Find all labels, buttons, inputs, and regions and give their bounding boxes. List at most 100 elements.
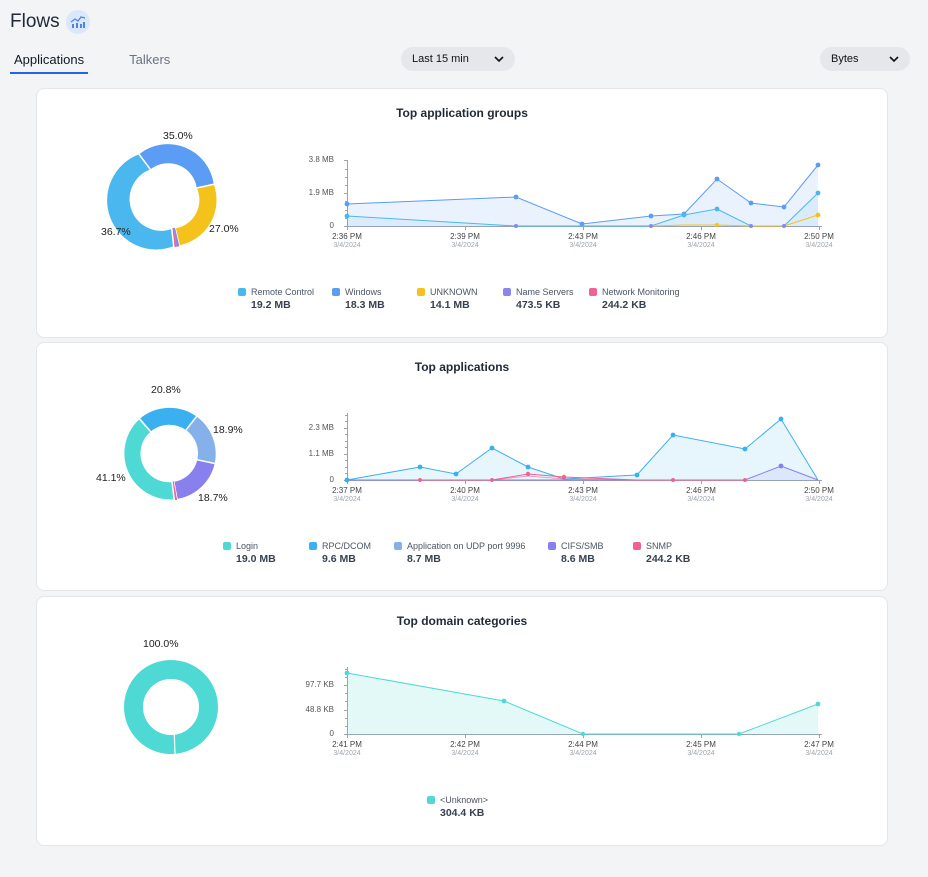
x-tick-label: 2:46 PM 3/4/2024 bbox=[671, 486, 731, 504]
application-groups-charts bbox=[105, 142, 822, 251]
legend-label: Remote Control bbox=[251, 287, 315, 297]
legend-label: SNMP bbox=[646, 541, 673, 551]
x-tick-label: 2:39 PM 3/4/2024 bbox=[435, 232, 495, 250]
chevron-down-icon bbox=[494, 56, 504, 63]
legend-item[interactable]: SNMP 244.2 KB bbox=[633, 541, 690, 565]
unit-select[interactable]: Bytes bbox=[820, 47, 910, 71]
legend-value: 9.6 MB bbox=[322, 553, 356, 565]
x-tick-date: 3/4/2024 bbox=[333, 496, 361, 503]
donut-percent-label: 36.7% bbox=[101, 226, 131, 238]
donut-percent-label: 35.0% bbox=[163, 130, 193, 142]
x-tick-time: 2:40 PM bbox=[450, 486, 480, 495]
series-windows-area bbox=[347, 165, 818, 227]
x-tick-label: 2:43 PM 3/4/2024 bbox=[553, 232, 613, 250]
x-tick-date: 3/4/2024 bbox=[805, 750, 833, 757]
y-tick-label: 48.8 KB bbox=[305, 705, 334, 714]
x-tick-label: 2:44 PM 3/4/2024 bbox=[553, 740, 613, 758]
top-application-groups-card: Top application groups bbox=[36, 88, 888, 338]
legend-swatch bbox=[548, 542, 556, 550]
x-tick-label: 2:47 PM 3/4/2024 bbox=[789, 740, 849, 758]
legend-item[interactable]: Network Monitoring 244.2 KB bbox=[589, 287, 680, 311]
legend-value: 19.0 MB bbox=[236, 553, 276, 565]
legend-item[interactable]: Remote Control 19.2 MB bbox=[238, 287, 314, 311]
legend-value: 304.4 KB bbox=[440, 807, 485, 819]
x-tick-date: 3/4/2024 bbox=[569, 496, 597, 503]
y-tick-label: 0 bbox=[329, 475, 334, 484]
x-tick-label: 2:50 PM 3/4/2024 bbox=[789, 486, 849, 504]
x-tick-date: 3/4/2024 bbox=[805, 496, 833, 503]
legend-value: 8.7 MB bbox=[407, 553, 441, 565]
y-tick-label: 3.8 MB bbox=[308, 155, 334, 164]
x-tick-time: 2:37 PM bbox=[332, 486, 362, 495]
tab-applications[interactable]: Applications bbox=[10, 50, 89, 74]
legend-item[interactable]: Login 19.0 MB bbox=[223, 541, 276, 565]
x-tick-date: 3/4/2024 bbox=[569, 750, 597, 757]
legend-swatch bbox=[238, 288, 246, 296]
y-tick-label: 0 bbox=[329, 729, 334, 738]
applications-charts bbox=[122, 406, 822, 501]
donut-percent-label: 41.1% bbox=[96, 472, 126, 484]
x-tick-time: 2:43 PM bbox=[568, 232, 598, 241]
legend-label: <Unknown> bbox=[440, 795, 489, 805]
legend-label: Network Monitoring bbox=[602, 287, 680, 297]
donut-slice-remote-control[interactable] bbox=[105, 152, 175, 251]
legend-value: 8.6 MB bbox=[561, 553, 595, 565]
donut-slice-unknown[interactable] bbox=[174, 183, 219, 247]
page-header: Flows bbox=[10, 10, 90, 34]
x-tick-time: 2:46 PM bbox=[686, 486, 716, 495]
x-tick-date: 3/4/2024 bbox=[333, 242, 361, 249]
top-domain-categories-card: Top domain categories 100.0% 97.7 KB bbox=[36, 596, 888, 846]
donut-chart bbox=[105, 142, 219, 251]
legend-swatch bbox=[309, 542, 317, 550]
legend-value: 244.2 KB bbox=[646, 553, 691, 565]
legend-value: 244.2 KB bbox=[602, 299, 647, 311]
x-tick-label: 2:40 PM 3/4/2024 bbox=[435, 486, 495, 504]
legend-item[interactable]: <Unknown> 304.4 KB bbox=[427, 795, 488, 819]
donut-slice-unknown[interactable] bbox=[124, 660, 218, 754]
legend-label: Windows bbox=[345, 287, 382, 297]
legend-label: Application on UDP port 9996 bbox=[407, 541, 526, 551]
series-small-points bbox=[418, 463, 784, 482]
donut-slice-name-servers[interactable] bbox=[173, 227, 180, 247]
x-tick-date: 3/4/2024 bbox=[451, 242, 479, 249]
x-tick-date: 3/4/2024 bbox=[451, 750, 479, 757]
legend-item[interactable]: RPC/DCOM 9.6 MB bbox=[309, 541, 371, 565]
donut-chart bbox=[122, 406, 218, 501]
page-title: Flows bbox=[10, 11, 60, 32]
time-range-select[interactable]: Last 15 min bbox=[401, 47, 515, 71]
x-tick-date: 3/4/2024 bbox=[687, 750, 715, 757]
legend-item[interactable]: CIFS/SMB 8.6 MB bbox=[548, 541, 604, 565]
top-applications-card: Top applications bbox=[36, 342, 888, 591]
card-title: Top domain categories bbox=[396, 614, 528, 628]
donut-percent-label: 100.0% bbox=[143, 638, 179, 650]
legend-item[interactable]: Windows 18.3 MB bbox=[332, 287, 385, 311]
area-chart bbox=[344, 667, 822, 738]
view-tabs: Applications Talkers bbox=[10, 50, 211, 74]
area-chart bbox=[344, 160, 822, 230]
series-rpc-dcom-points bbox=[344, 416, 784, 483]
donut-slice-login[interactable] bbox=[122, 417, 176, 501]
domain-categories-charts bbox=[124, 660, 822, 755]
x-tick-time: 2:39 PM bbox=[450, 232, 480, 241]
x-tick-date: 3/4/2024 bbox=[451, 496, 479, 503]
legend-item[interactable]: Application on UDP port 9996 8.7 MB bbox=[394, 541, 525, 565]
legend-label: CIFS/SMB bbox=[561, 541, 604, 551]
donut-percent-label: 20.8% bbox=[151, 384, 181, 396]
y-tick-label: 1.1 MB bbox=[308, 449, 334, 458]
donut-slice-windows[interactable] bbox=[137, 142, 216, 190]
legend-value: 14.1 MB bbox=[430, 299, 470, 311]
legend-item[interactable]: Name Servers 473.5 KB bbox=[503, 287, 574, 311]
tab-talkers[interactable]: Talkers bbox=[129, 52, 171, 67]
legend-swatch bbox=[589, 288, 597, 296]
legend-swatch bbox=[332, 288, 340, 296]
x-tick-date: 3/4/2024 bbox=[333, 750, 361, 757]
x-tick-label: 2:36 PM 3/4/2024 bbox=[317, 232, 377, 250]
series-unknown-line bbox=[650, 214, 819, 227]
unit-value: Bytes bbox=[831, 53, 859, 65]
x-tick-label: 2:41 PM 3/4/2024 bbox=[317, 740, 377, 758]
legend-swatch bbox=[633, 542, 641, 550]
y-tick-label: 0 bbox=[329, 221, 334, 230]
donut-percent-label: 18.7% bbox=[198, 492, 228, 504]
legend-item[interactable]: UNKNOWN 14.1 MB bbox=[417, 287, 478, 311]
series-windows-points bbox=[344, 162, 821, 227]
